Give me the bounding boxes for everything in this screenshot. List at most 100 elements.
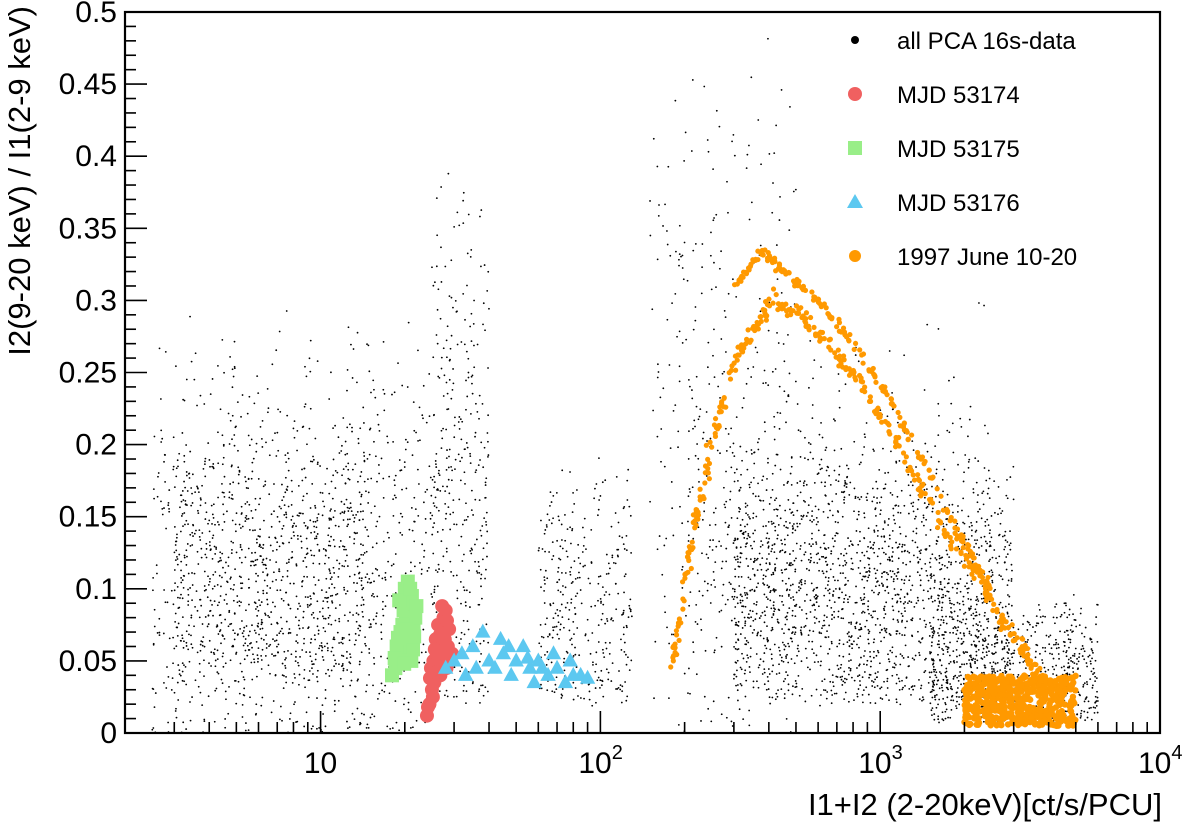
point-all-pca-16s-data-1147 — [316, 676, 318, 678]
point-all-pca-16s-data-173 — [238, 556, 241, 559]
point-all-pca-16s-data-4703 — [983, 664, 986, 667]
point-all-pca-16s-data-324 — [381, 608, 384, 611]
point-all-pca-16s-data-1206 — [245, 487, 248, 489]
point-all-pca-16s-data-1755 — [466, 284, 468, 287]
point-all-pca-16s-data-1966 — [543, 579, 546, 582]
point-all-pca-16s-data-4806 — [762, 525, 765, 528]
point-all-pca-16s-data-2307 — [789, 472, 792, 475]
point-all-pca-16s-data-1642 — [446, 392, 449, 395]
point-all-pca-16s-data-57 — [238, 692, 241, 695]
point-all-pca-16s-data-999 — [213, 648, 216, 651]
point-all-pca-16s-data-2832 — [745, 592, 748, 594]
point-all-pca-16s-data-4992 — [803, 541, 806, 544]
point-all-pca-16s-data-1705 — [439, 317, 442, 320]
point-all-pca-16s-data-3166 — [869, 541, 872, 543]
point-all-pca-16s-data-2128 — [623, 505, 626, 508]
point-all-pca-16s-data-3125 — [905, 575, 908, 578]
point-all-pca-16s-data-2071 — [624, 573, 627, 576]
point-all-pca-16s-data-3537 — [812, 652, 815, 655]
point-all-pca-16s-data-1057 — [205, 556, 208, 559]
point-all-pca-16s-data-4768 — [1073, 662, 1076, 665]
point-all-pca-16s-data-4100 — [1089, 678, 1092, 680]
point-all-pca-16s-data-562 — [414, 508, 417, 511]
point-all-pca-16s-data-2479 — [792, 190, 795, 193]
point-all-pca-16s-data-2903 — [855, 601, 858, 604]
point-all-pca-16s-data-1799 — [431, 266, 433, 269]
point-all-pca-16s-data-3085 — [950, 602, 953, 605]
point-all-pca-16s-data-2010 — [627, 656, 629, 659]
point-all-pca-16s-data-594 — [156, 632, 159, 634]
point-all-pca-16s-data-2019 — [566, 555, 569, 558]
point-all-pca-16s-data-1775 — [479, 529, 482, 532]
point-all-pca-16s-data-773 — [373, 657, 375, 659]
point-all-pca-16s-data-1378 — [329, 578, 332, 580]
point-all-pca-16s-data-4623 — [1087, 700, 1090, 703]
point-all-pca-16s-data-3149 — [771, 696, 774, 699]
point-all-pca-16s-data-4036 — [888, 660, 891, 663]
point-all-pca-16s-data-2867 — [835, 493, 838, 495]
point-all-pca-16s-data-511 — [255, 608, 257, 610]
point-all-pca-16s-data-775 — [370, 477, 373, 480]
point-all-pca-16s-data-1548 — [353, 520, 356, 523]
point-all-pca-16s-data-1761 — [469, 606, 471, 608]
point-all-pca-16s-data-650 — [244, 556, 247, 559]
point-all-pca-16s-data-1854 — [433, 505, 436, 507]
point-all-pca-16s-data-673 — [175, 467, 178, 470]
point-all-pca-16s-data-1907 — [480, 534, 483, 537]
point-all-pca-16s-data-4926 — [885, 571, 888, 574]
point-all-pca-16s-data-1070 — [211, 465, 214, 468]
point-all-pca-16s-data-761 — [251, 678, 254, 681]
point-all-pca-16s-data-4024 — [771, 626, 774, 629]
point-all-pca-16s-data-4801 — [967, 515, 970, 518]
point-all-pca-16s-data-1374 — [341, 564, 344, 567]
point-all-pca-16s-data-3812 — [970, 656, 972, 659]
point-all-pca-16s-data-535 — [334, 487, 337, 489]
point-all-pca-16s-data-2856 — [1006, 645, 1009, 647]
point-all-pca-16s-data-2156 — [570, 582, 573, 585]
point-all-pca-16s-data-2056 — [612, 561, 615, 564]
point-all-pca-16s-data-4446 — [1055, 603, 1058, 606]
point-all-pca-16s-data-2831 — [844, 677, 846, 680]
point-all-pca-16s-data-866 — [343, 510, 346, 513]
point-all-pca-16s-data-2966 — [941, 563, 944, 566]
point-all-pca-16s-data-2068 — [571, 529, 573, 532]
point-all-pca-16s-data-3008 — [900, 620, 903, 623]
point-all-pca-16s-data-3376 — [802, 482, 805, 484]
point-all-pca-16s-data-3570 — [815, 586, 818, 589]
point-all-pca-16s-data-2764 — [937, 632, 939, 634]
point-all-pca-16s-data-2215 — [590, 605, 593, 608]
point-all-pca-16s-data-4767 — [1091, 686, 1094, 689]
point-all-pca-16s-data-301 — [404, 438, 407, 441]
point-all-pca-16s-data-2108 — [621, 613, 623, 616]
point-all-pca-16s-data-4997 — [755, 558, 758, 561]
point-all-pca-16s-data-276 — [208, 541, 211, 543]
point-all-pca-16s-data-3566 — [741, 595, 743, 598]
point-all-pca-16s-data-4054 — [756, 557, 759, 560]
point-all-pca-16s-data-3874 — [762, 508, 765, 511]
point-all-pca-16s-data-4865 — [709, 539, 712, 542]
point-all-pca-16s-data-237 — [298, 619, 300, 622]
point-all-pca-16s-data-1162 — [252, 653, 254, 656]
point-all-pca-16s-data-3561 — [815, 654, 818, 657]
point-all-pca-16s-data-2879 — [835, 587, 837, 590]
point-all-pca-16s-data-4747 — [1035, 643, 1038, 646]
point-all-pca-16s-data-2751 — [771, 616, 773, 619]
point-all-pca-16s-data-1859 — [433, 522, 436, 524]
point-all-pca-16s-data-109 — [188, 477, 191, 479]
point-all-pca-16s-data-1894 — [455, 523, 458, 526]
point-all-pca-16s-data-1004 — [282, 542, 285, 545]
point-all-pca-16s-data-48 — [184, 499, 187, 502]
point-all-pca-16s-data-4939 — [861, 453, 864, 456]
point-all-pca-16s-data-2593 — [707, 557, 710, 559]
point-all-pca-16s-data-1245 — [323, 617, 325, 620]
point-all-pca-16s-data-202 — [348, 518, 351, 521]
point-all-pca-16s-data-3518 — [948, 599, 951, 602]
point-all-pca-16s-data-4325 — [940, 618, 943, 621]
point-all-pca-16s-data-179 — [378, 692, 381, 695]
point-all-pca-16s-data-957 — [342, 667, 345, 670]
point-all-pca-16s-data-146 — [407, 321, 410, 324]
point-all-pca-16s-data-1747 — [444, 517, 447, 520]
point-all-pca-16s-data-2805 — [875, 480, 878, 483]
point-all-pca-16s-data-3677 — [898, 632, 901, 635]
point-all-pca-16s-data-4745 — [1036, 622, 1038, 625]
